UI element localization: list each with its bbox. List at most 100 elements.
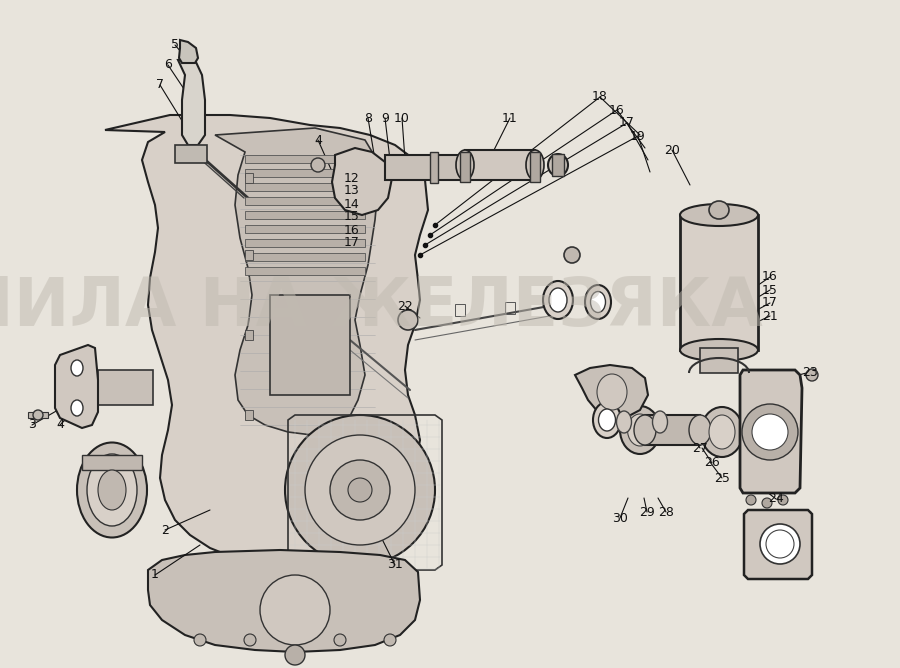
- Text: 22: 22: [397, 299, 413, 313]
- Text: 13: 13: [344, 184, 360, 198]
- Circle shape: [766, 530, 794, 558]
- Circle shape: [564, 247, 580, 263]
- Ellipse shape: [549, 288, 567, 312]
- Text: 15: 15: [762, 283, 778, 297]
- Ellipse shape: [701, 407, 743, 457]
- Text: 4: 4: [56, 418, 64, 432]
- Circle shape: [806, 369, 818, 381]
- Text: 19: 19: [630, 130, 646, 142]
- Bar: [530, 152, 540, 182]
- Text: 4: 4: [314, 134, 322, 146]
- Text: 16: 16: [344, 224, 360, 236]
- Text: 10: 10: [394, 112, 410, 124]
- Ellipse shape: [709, 415, 735, 449]
- Ellipse shape: [87, 454, 137, 526]
- Circle shape: [334, 634, 346, 646]
- Circle shape: [348, 478, 372, 502]
- Bar: [245, 169, 365, 177]
- Polygon shape: [740, 370, 802, 493]
- Bar: [82, 455, 142, 470]
- Bar: [680, 215, 758, 350]
- Ellipse shape: [593, 402, 621, 438]
- Ellipse shape: [598, 409, 616, 431]
- Circle shape: [260, 575, 330, 645]
- Text: 8: 8: [364, 112, 372, 124]
- Ellipse shape: [680, 339, 758, 361]
- Bar: [245, 250, 253, 260]
- Text: 1: 1: [151, 568, 159, 582]
- Bar: [98, 370, 153, 405]
- Circle shape: [384, 634, 396, 646]
- Text: 12: 12: [344, 172, 360, 184]
- Bar: [245, 197, 365, 205]
- Bar: [270, 295, 350, 395]
- Ellipse shape: [526, 150, 544, 180]
- Circle shape: [244, 634, 256, 646]
- Text: 28: 28: [658, 506, 674, 518]
- Ellipse shape: [77, 442, 147, 538]
- Bar: [455, 304, 465, 316]
- Text: 29: 29: [639, 506, 655, 518]
- Text: 25: 25: [714, 472, 730, 484]
- Circle shape: [762, 498, 772, 508]
- Ellipse shape: [597, 374, 627, 410]
- Circle shape: [398, 310, 418, 330]
- Bar: [460, 152, 470, 182]
- Bar: [552, 154, 564, 176]
- Text: 15: 15: [344, 210, 360, 224]
- Circle shape: [742, 404, 798, 460]
- Text: 9: 9: [381, 112, 389, 124]
- Bar: [245, 155, 365, 163]
- Text: 7: 7: [156, 79, 164, 92]
- Text: 17: 17: [762, 297, 778, 309]
- Ellipse shape: [620, 406, 660, 454]
- Text: 24: 24: [768, 492, 784, 506]
- Bar: [175, 145, 207, 163]
- Circle shape: [330, 460, 390, 520]
- Bar: [465, 150, 535, 180]
- Text: 17: 17: [619, 116, 634, 130]
- Polygon shape: [178, 60, 205, 145]
- Ellipse shape: [543, 281, 573, 319]
- Bar: [245, 173, 253, 183]
- Bar: [700, 348, 738, 373]
- Polygon shape: [148, 550, 420, 652]
- Text: 20: 20: [664, 144, 680, 156]
- Polygon shape: [179, 40, 198, 63]
- Text: 5: 5: [171, 39, 179, 51]
- Polygon shape: [575, 365, 648, 418]
- Ellipse shape: [98, 470, 126, 510]
- Bar: [245, 225, 365, 233]
- Circle shape: [33, 410, 43, 420]
- Ellipse shape: [627, 414, 652, 446]
- Bar: [245, 239, 365, 247]
- Circle shape: [305, 435, 415, 545]
- Bar: [245, 330, 253, 340]
- Ellipse shape: [709, 201, 729, 219]
- Text: 14: 14: [344, 198, 360, 210]
- Text: 21: 21: [762, 309, 778, 323]
- Bar: [245, 183, 365, 191]
- Text: 23: 23: [802, 365, 818, 379]
- Ellipse shape: [616, 411, 632, 433]
- Text: 2: 2: [161, 524, 169, 536]
- Ellipse shape: [590, 291, 606, 313]
- Polygon shape: [105, 115, 428, 568]
- Polygon shape: [332, 148, 392, 215]
- Text: 16: 16: [609, 104, 625, 116]
- Text: 31: 31: [387, 558, 403, 572]
- Text: 16: 16: [762, 271, 778, 283]
- Ellipse shape: [634, 415, 656, 445]
- Ellipse shape: [689, 415, 711, 445]
- Text: 18: 18: [592, 90, 608, 104]
- Text: 27: 27: [692, 442, 708, 454]
- Ellipse shape: [680, 204, 758, 226]
- Text: ПИЛА НА ЖЕЛЕЗЯКА: ПИЛА НА ЖЕЛЕЗЯКА: [0, 275, 762, 340]
- Ellipse shape: [652, 411, 668, 433]
- Text: 11: 11: [502, 112, 518, 124]
- Bar: [245, 211, 365, 219]
- Circle shape: [752, 414, 788, 450]
- Bar: [505, 302, 515, 314]
- Bar: [28, 412, 48, 418]
- Bar: [245, 267, 365, 275]
